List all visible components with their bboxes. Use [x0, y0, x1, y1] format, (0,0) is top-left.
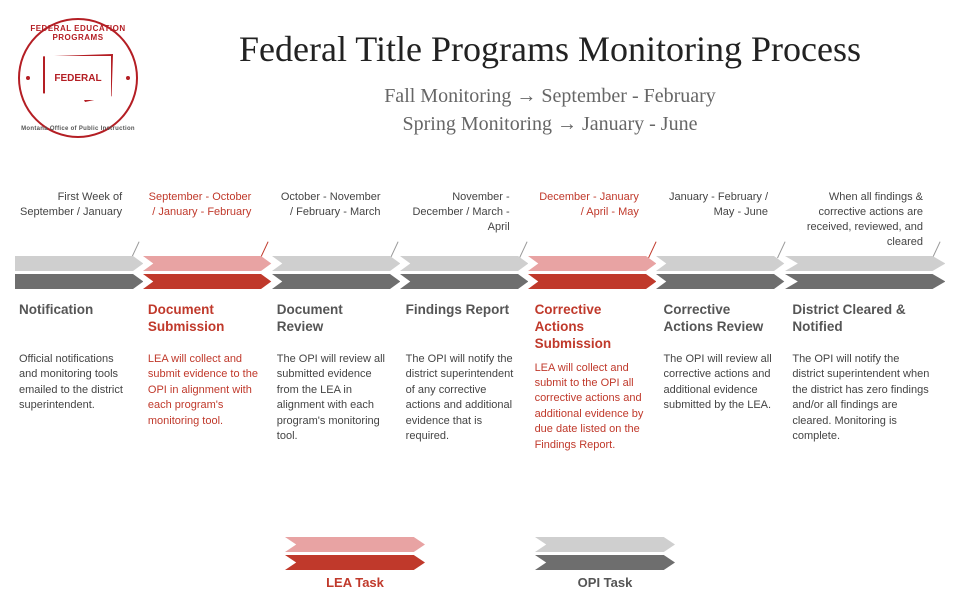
timeline-arrow-pair	[785, 256, 945, 292]
timeline-arrow-pair	[528, 256, 656, 292]
arrow-top	[400, 256, 528, 271]
subtitle-line-2: Spring Monitoring → January - June	[160, 110, 940, 138]
step-desc: The OPI will review all corrective actio…	[663, 352, 774, 414]
timeline-step: Corrective Actions Review The OPI will re…	[659, 302, 788, 453]
legend-lea-arrows	[285, 537, 425, 569]
logo-ring: FEDERAL EDUCATION PROGRAMS FEDERAL Monta…	[18, 18, 138, 138]
arrow-top	[272, 256, 400, 271]
step-title: Findings Report	[406, 302, 517, 344]
timeline-date: December - January / April - May	[532, 190, 661, 252]
arrow-top	[785, 256, 945, 271]
step-desc: Official notifications and monitoring to…	[19, 352, 130, 414]
step-desc: The OPI will review all submitted eviden…	[277, 352, 388, 444]
arrow-bot	[143, 274, 271, 289]
logo-state-outline: FEDERAL	[43, 54, 113, 102]
timeline-date: When all findings & corrective actions a…	[790, 190, 945, 252]
timeline-step: Corrective Actions Submission LEA will co…	[531, 302, 660, 453]
legend-opi-arrow-top	[535, 537, 675, 552]
arrow-top	[528, 256, 656, 271]
legend-opi-label: OPI Task	[535, 575, 675, 590]
subtitle: Fall Monitoring → September - February S…	[160, 82, 940, 138]
timeline-date: October - November / February - March	[273, 190, 402, 252]
logo: FEDERAL EDUCATION PROGRAMS FEDERAL Monta…	[18, 18, 138, 138]
legend-lea-arrow-top	[285, 537, 425, 552]
header: Federal Title Programs Monitoring Proces…	[160, 28, 940, 138]
steps-row: Notification Official notifications and m…	[15, 302, 945, 453]
step-desc: The OPI will notify the district superin…	[792, 352, 931, 444]
timeline-arrow-pair	[656, 256, 784, 292]
timeline-date: September - October / January - February	[144, 190, 273, 252]
step-title: Document Review	[277, 302, 388, 344]
logo-dot-right	[126, 76, 130, 80]
arrow-bot	[272, 274, 400, 289]
step-title: District Cleared & Notified	[792, 302, 931, 344]
timeline-date: January - February / May - June	[661, 190, 790, 252]
timeline-arrow-pair	[143, 256, 271, 292]
step-desc: LEA will collect and submit to the OPI a…	[535, 361, 646, 453]
timeline-arrow-pair	[272, 256, 400, 292]
step-title: Corrective Actions Review	[663, 302, 774, 344]
arrow-bot	[400, 274, 528, 289]
dates-row: First Week of September / JanuarySeptemb…	[15, 190, 945, 252]
step-desc: LEA will collect and submit evidence to …	[148, 352, 259, 429]
timeline-step: Findings Report The OPI will notify the d…	[402, 302, 531, 453]
arrow-bot	[15, 274, 143, 289]
timeline-arrow-pair	[400, 256, 528, 292]
timeline-step: Notification Official notifications and m…	[15, 302, 144, 453]
step-title: Corrective Actions Submission	[535, 302, 646, 353]
timeline-step: Document Review The OPI will review all s…	[273, 302, 402, 453]
timeline-arrow-pair	[15, 256, 143, 292]
timeline-step: Document Submission LEA will collect and …	[144, 302, 273, 453]
step-desc: The OPI will notify the district superin…	[406, 352, 517, 444]
page-title: Federal Title Programs Monitoring Proces…	[160, 28, 940, 70]
arrow-top	[656, 256, 784, 271]
arrow-bot	[785, 274, 945, 289]
timeline-step: District Cleared & Notified The OPI will …	[788, 302, 945, 453]
logo-dot-left	[26, 76, 30, 80]
timeline-date: November - December / March - April	[403, 190, 532, 252]
step-title: Notification	[19, 302, 130, 344]
legend-opi-arrows	[535, 537, 675, 569]
subtitle-line-1: Fall Monitoring → September - February	[160, 82, 940, 110]
arrow-bot	[528, 274, 656, 289]
arrows-row	[15, 256, 945, 292]
timeline-date: First Week of September / January	[15, 190, 144, 252]
logo-top-text: FEDERAL EDUCATION PROGRAMS	[20, 24, 136, 42]
arrow-top	[143, 256, 271, 271]
arrow-top	[15, 256, 143, 271]
legend: LEA Task OPI Task	[0, 537, 960, 590]
step-title: Document Submission	[148, 302, 259, 344]
legend-opi-arrow-bot	[535, 555, 675, 570]
legend-lea: LEA Task	[285, 537, 425, 590]
legend-opi: OPI Task	[535, 537, 675, 590]
arrow-bot	[656, 274, 784, 289]
legend-lea-label: LEA Task	[285, 575, 425, 590]
logo-bottom-text: Montana Office of Public Instruction	[20, 126, 136, 132]
timeline: First Week of September / JanuarySeptemb…	[15, 190, 945, 453]
legend-lea-arrow-bot	[285, 555, 425, 570]
